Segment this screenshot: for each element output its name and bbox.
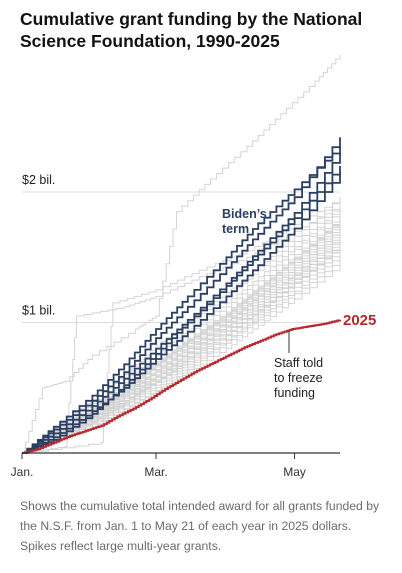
series-line-2025-1 — [22, 319, 341, 454]
x-tick-label-1: Jan. — [11, 465, 34, 479]
biden-years-layer — [22, 137, 341, 454]
series-line-biden-6 — [22, 146, 341, 454]
x-tick-label-3: May — [283, 465, 306, 479]
y-label-1: $1 bil. — [22, 304, 55, 318]
series-line-other-7 — [22, 55, 341, 454]
chart-title: Cumulative grant funding by the National… — [20, 9, 363, 51]
chart-note: Shows the cumulative total intended awar… — [20, 499, 380, 553]
label-2025: 2025 — [343, 312, 376, 329]
series-line-biden-2 — [22, 173, 341, 454]
y-label-2: $2 bil. — [22, 173, 55, 187]
x-tick-label-2: Mar. — [144, 465, 167, 479]
year-2025-layer — [22, 319, 341, 454]
series-line-biden-5 — [22, 165, 341, 454]
freeze-label-line-1: Staff told — [274, 356, 323, 370]
x-axis: Jan. Mar. May — [11, 452, 340, 479]
biden-label-line-2: term — [222, 222, 249, 236]
freeze-label-line-2: to freeze — [274, 371, 323, 385]
biden-label-line-1: Biden’s — [222, 207, 267, 221]
grid-layer: $1 bil. $2 bil. — [22, 173, 340, 323]
series-line-other-8 — [22, 205, 341, 454]
freeze-label-line-3: funding — [274, 386, 315, 400]
series-line-other-9 — [22, 198, 341, 454]
